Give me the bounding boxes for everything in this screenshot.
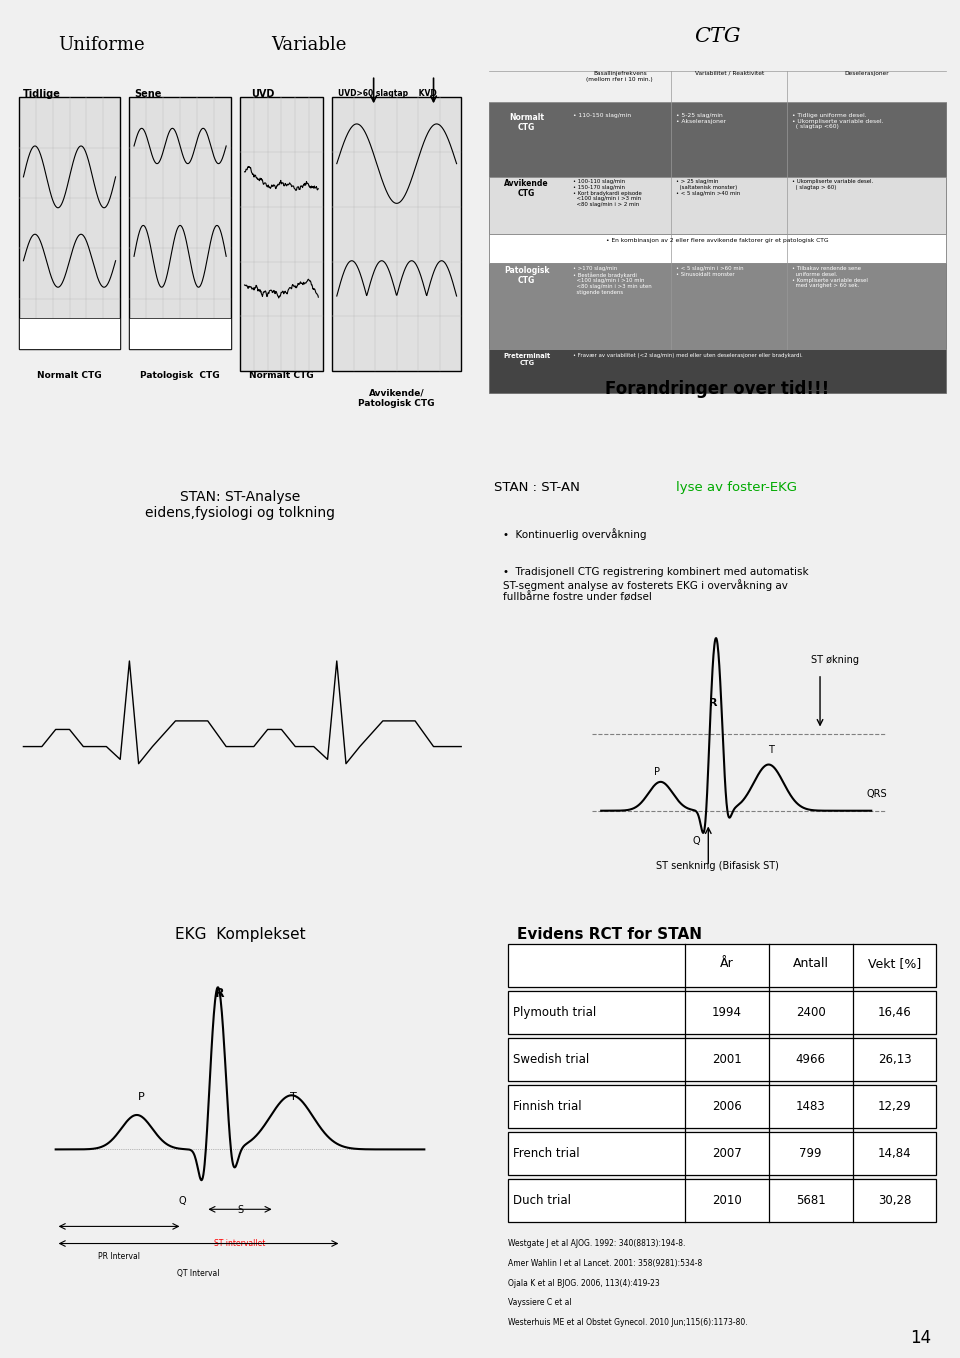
Text: • 110-150 slag/min: • 110-150 slag/min: [573, 113, 632, 118]
Text: 14,84: 14,84: [877, 1148, 911, 1160]
Text: Swedish trial: Swedish trial: [513, 1052, 589, 1066]
Text: Variabilitet / Reaktivitet: Variabilitet / Reaktivitet: [695, 71, 764, 76]
Text: 2007: 2007: [712, 1148, 742, 1160]
Bar: [332, 98, 461, 371]
Text: T: T: [290, 1092, 297, 1103]
Text: QRS: QRS: [867, 789, 887, 799]
Bar: [508, 1038, 936, 1081]
Text: •  Tradisjonell CTG registrering kombinert med automatisk
ST-segment analyse av : • Tradisjonell CTG registrering kombiner…: [503, 566, 809, 603]
Text: R: R: [214, 987, 224, 999]
Text: 2400: 2400: [796, 1006, 826, 1018]
Text: Forandringer over tid!!!: Forandringer over tid!!!: [606, 380, 829, 398]
Text: ST økning: ST økning: [810, 656, 858, 665]
Text: Normalt CTG: Normalt CTG: [37, 371, 102, 380]
Text: P: P: [137, 1092, 144, 1103]
Text: Evidens RCT for STAN: Evidens RCT for STAN: [517, 928, 703, 942]
Text: Avvikende
CTG: Avvikende CTG: [504, 179, 549, 198]
Text: 4966: 4966: [796, 1052, 826, 1066]
Text: Plymouth trial: Plymouth trial: [513, 1006, 596, 1018]
Text: 2001: 2001: [712, 1052, 742, 1066]
Text: Sene: Sene: [134, 88, 161, 99]
Text: Q: Q: [179, 1196, 186, 1206]
Text: EKG  Komplekset: EKG Komplekset: [175, 928, 305, 942]
Bar: [508, 1179, 936, 1222]
Bar: [240, 98, 323, 371]
Text: Tidlige: Tidlige: [23, 88, 60, 99]
Text: 2006: 2006: [712, 1100, 742, 1114]
Text: År: År: [720, 957, 733, 970]
Text: Q: Q: [693, 837, 701, 846]
Bar: [490, 177, 946, 234]
Text: S: S: [237, 1205, 243, 1215]
Text: 799: 799: [800, 1148, 822, 1160]
Text: Finnish trial: Finnish trial: [513, 1100, 582, 1114]
Text: Normalt CTG: Normalt CTG: [250, 371, 314, 380]
Text: 2010: 2010: [712, 1194, 742, 1207]
Text: • Tidlige uniforme desel.
• Ukompliserte variable desel.
  ( slagtap <60): • Tidlige uniforme desel. • Ukompliserte…: [792, 113, 883, 129]
Text: Avvikende/
Patologisk CTG: Avvikende/ Patologisk CTG: [358, 388, 435, 409]
Text: QT Interval: QT Interval: [178, 1270, 220, 1278]
Text: Basallinjefrekvens
(mellom rfer i 10 min.): Basallinjefrekvens (mellom rfer i 10 min…: [587, 71, 653, 81]
Bar: [490, 349, 946, 394]
Text: Preterminalt
CTG: Preterminalt CTG: [503, 353, 550, 365]
Bar: [508, 944, 936, 987]
Text: 26,13: 26,13: [877, 1052, 911, 1066]
Text: CTG: CTG: [694, 27, 741, 46]
Text: Variable: Variable: [272, 35, 347, 54]
Text: 14: 14: [910, 1329, 931, 1347]
Text: Amer Wahlin I et al Lancet. 2001: 358(9281):534-8: Amer Wahlin I et al Lancet. 2001: 358(92…: [508, 1259, 703, 1268]
Bar: [490, 234, 946, 263]
Text: STAN: ST-Analyse
eidens,fysiologi og tolkning: STAN: ST-Analyse eidens,fysiologi og tol…: [145, 490, 335, 520]
Text: 1994: 1994: [712, 1006, 742, 1018]
Bar: [130, 98, 230, 349]
Text: Patologisk  CTG: Patologisk CTG: [140, 371, 220, 380]
Text: • Ukompliserte variable desel.
  ( slagtap > 60): • Ukompliserte variable desel. ( slagtap…: [792, 179, 874, 190]
Text: T: T: [768, 746, 774, 755]
Text: 12,29: 12,29: [877, 1100, 911, 1114]
Bar: [490, 263, 946, 349]
Text: UVD: UVD: [252, 88, 275, 99]
Bar: [19, 98, 120, 349]
Text: Antall: Antall: [793, 957, 828, 970]
Text: • En kombinasjon av 2 eller flere avvikende faktorer gir et patologisk CTG: • En kombinasjon av 2 eller flere avvike…: [607, 238, 828, 243]
Text: Patologisk
CTG: Patologisk CTG: [504, 266, 549, 285]
Text: • Tilbakav rendende sene
  uniforme desel.
• Kompliserte variable desel
  med va: • Tilbakav rendende sene uniforme desel.…: [792, 266, 868, 288]
Text: Westerhuis ME et al Obstet Gynecol. 2010 Jun;115(6):1173-80.: Westerhuis ME et al Obstet Gynecol. 2010…: [508, 1319, 748, 1327]
Text: Vekt [%]: Vekt [%]: [868, 957, 922, 970]
Text: ST intervallet: ST intervallet: [214, 1240, 266, 1248]
Text: STAN : ST-AN: STAN : ST-AN: [494, 481, 580, 494]
Text: • 5-25 slag/min
• Akselerasjoner: • 5-25 slag/min • Akselerasjoner: [676, 113, 726, 124]
Text: • 100-110 slag/min
• 150-170 slag/min
• Kort bradykardi episode
  <100 slag/min : • 100-110 slag/min • 150-170 slag/min • …: [573, 179, 642, 208]
Text: 5681: 5681: [796, 1194, 826, 1207]
Bar: [508, 991, 936, 1033]
Bar: [19, 318, 120, 349]
Text: R: R: [708, 698, 717, 708]
Bar: [508, 1085, 936, 1128]
Bar: [508, 1133, 936, 1175]
Text: Uniforme: Uniforme: [59, 35, 145, 54]
Text: P: P: [654, 766, 660, 777]
Text: 16,46: 16,46: [877, 1006, 911, 1018]
Text: Ojala K et al BJOG. 2006, 113(4):419-23: Ojala K et al BJOG. 2006, 113(4):419-23: [508, 1279, 660, 1287]
Text: ST senkning (Bifasisk ST): ST senkning (Bifasisk ST): [657, 861, 779, 870]
Text: PR Interval: PR Interval: [98, 1252, 140, 1262]
Text: 1483: 1483: [796, 1100, 826, 1114]
Text: Duch trial: Duch trial: [513, 1194, 571, 1207]
Bar: [490, 102, 946, 177]
Text: • >170 slag/min
• Bestående bradykardi
  <100 slag/min i >10 min
  <80 slag/min : • >170 slag/min • Bestående bradykardi <…: [573, 266, 652, 295]
Text: Vayssiere C et al: Vayssiere C et al: [508, 1298, 572, 1308]
Text: Normalt
CTG: Normalt CTG: [509, 113, 544, 132]
Text: UVD>60 slagtap    KVD: UVD>60 slagtap KVD: [338, 88, 437, 98]
Text: •  Kontinuerlig overvåkning: • Kontinuerlig overvåkning: [503, 528, 647, 540]
Text: French trial: French trial: [513, 1148, 580, 1160]
Bar: [130, 318, 230, 349]
Text: • Fravær av variabilitet (<2 slag/min) med eller uten deselerasjoner eller brady: • Fravær av variabilitet (<2 slag/min) m…: [573, 353, 803, 357]
Text: • > 25 slag/min
  (saltatenisk monster)
• < 5 slag/min >40 min: • > 25 slag/min (saltatenisk monster) • …: [676, 179, 740, 196]
Text: Deselerasjoner: Deselerasjoner: [844, 71, 889, 76]
Text: • < 5 slag/min i >60 min
• Sinusoidalt monster: • < 5 slag/min i >60 min • Sinusoidalt m…: [676, 266, 743, 277]
Text: Westgate J et al AJOG. 1992: 340(8813):194-8.: Westgate J et al AJOG. 1992: 340(8813):1…: [508, 1240, 685, 1248]
Text: 30,28: 30,28: [877, 1194, 911, 1207]
Text: lyse av foster-EKG: lyse av foster-EKG: [676, 481, 797, 494]
